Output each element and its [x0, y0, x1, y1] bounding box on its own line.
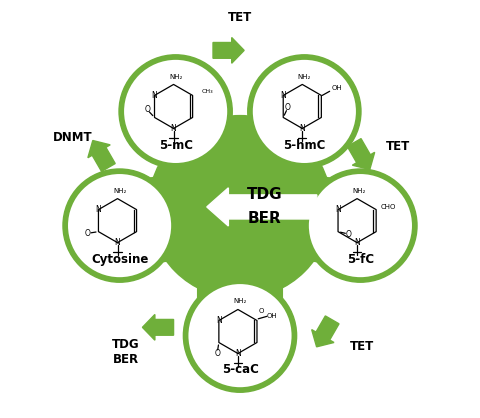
FancyArrow shape	[312, 316, 339, 347]
FancyArrow shape	[348, 139, 375, 170]
Text: NH₂: NH₂	[169, 74, 182, 80]
Text: N: N	[216, 316, 222, 325]
Circle shape	[68, 174, 171, 277]
Text: 5-mC: 5-mC	[159, 138, 192, 152]
Circle shape	[304, 169, 417, 282]
Text: O: O	[214, 349, 220, 358]
Circle shape	[119, 55, 232, 168]
Text: 5-fC: 5-fC	[347, 253, 374, 266]
Text: TDG: TDG	[247, 187, 283, 202]
Text: N: N	[96, 205, 101, 214]
Text: CHO: CHO	[381, 204, 396, 210]
Text: N: N	[115, 238, 120, 247]
Text: TET: TET	[349, 340, 374, 353]
Text: DNMT: DNMT	[53, 131, 93, 144]
Circle shape	[63, 170, 176, 282]
FancyArrow shape	[88, 140, 115, 171]
Text: N: N	[235, 349, 241, 358]
Text: N: N	[354, 238, 360, 247]
Text: BER: BER	[248, 211, 282, 226]
Text: 5-caC: 5-caC	[222, 363, 258, 376]
Circle shape	[304, 170, 417, 282]
Circle shape	[124, 60, 227, 163]
Text: O: O	[144, 105, 150, 114]
Text: NH₂: NH₂	[233, 298, 247, 304]
Circle shape	[253, 60, 356, 163]
Circle shape	[248, 55, 361, 168]
FancyArrow shape	[213, 38, 244, 63]
Text: N: N	[280, 91, 286, 100]
Circle shape	[248, 55, 360, 168]
Text: OH: OH	[266, 314, 277, 319]
Text: NH₂: NH₂	[352, 188, 366, 194]
Circle shape	[189, 284, 291, 387]
Text: N: N	[171, 124, 177, 133]
Text: CH₃: CH₃	[202, 89, 214, 94]
Circle shape	[120, 55, 232, 168]
Text: N: N	[335, 205, 341, 214]
Text: O: O	[285, 103, 291, 112]
Text: 5-hmC: 5-hmC	[283, 138, 325, 152]
Circle shape	[184, 280, 296, 392]
FancyArrow shape	[207, 188, 317, 226]
Text: TDG
BER: TDG BER	[112, 338, 140, 366]
Text: O: O	[346, 229, 351, 239]
Text: O: O	[85, 229, 91, 238]
Text: OH: OH	[332, 85, 342, 91]
Circle shape	[309, 174, 412, 277]
Text: O: O	[258, 308, 264, 314]
Text: Cytosine: Cytosine	[91, 253, 148, 266]
Circle shape	[183, 279, 297, 392]
Text: NH₂: NH₂	[298, 74, 311, 80]
Text: N: N	[300, 124, 305, 133]
Circle shape	[63, 169, 176, 282]
Text: TET: TET	[385, 140, 410, 153]
FancyArrow shape	[143, 314, 174, 340]
Circle shape	[149, 115, 331, 298]
Text: NH₂: NH₂	[113, 188, 126, 194]
Text: TET: TET	[228, 12, 252, 25]
Text: N: N	[152, 91, 157, 100]
